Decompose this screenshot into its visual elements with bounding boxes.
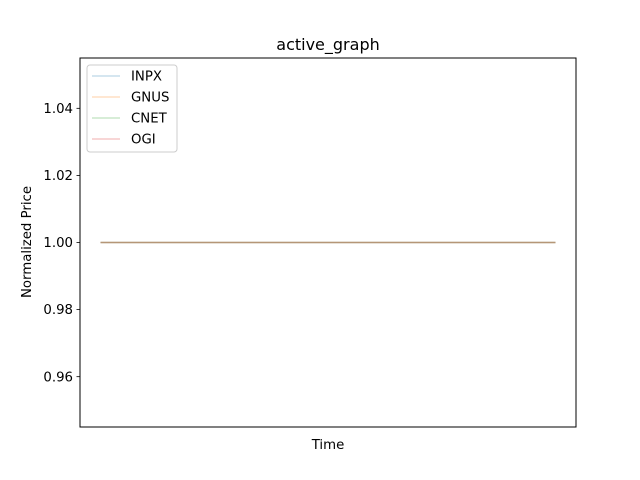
legend-label-inpx: INPX <box>131 70 162 85</box>
y-tick-label: 1.00 <box>43 236 73 251</box>
y-tick-label: 0.96 <box>43 370 73 385</box>
legend-label-gnus: GNUS <box>131 91 169 106</box>
y-axis-label: Normalized Price <box>20 186 35 298</box>
legend-frame <box>86 64 178 153</box>
legend: INPX GNUS CNET OGI <box>86 64 178 153</box>
y-tick-label: 0.98 <box>43 303 73 318</box>
chart-title: active_graph <box>276 35 379 55</box>
legend-label-ogi: OGI <box>131 133 156 148</box>
y-axis-ticks: 0.96 0.98 1.00 1.02 1.04 <box>43 102 80 385</box>
y-tick-label: 1.02 <box>43 169 73 184</box>
legend-items: INPX GNUS CNET OGI <box>92 70 169 148</box>
x-axis-label: Time <box>311 438 345 453</box>
y-tick-label: 1.04 <box>43 102 73 117</box>
legend-label-cnet: CNET <box>131 112 168 127</box>
